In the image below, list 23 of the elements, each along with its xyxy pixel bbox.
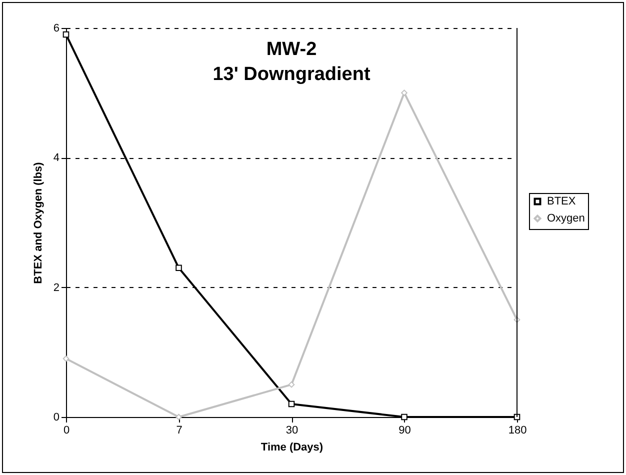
point [401, 90, 408, 96]
text: 13' Downgradient [212, 64, 371, 85]
text: MW-2 [266, 39, 317, 60]
x-tick-label: 0 [63, 424, 70, 436]
y-tick-label: 4 [53, 152, 60, 164]
y-axis-title: BTEX and Oxygen (lbs) [32, 162, 44, 284]
x-tick-label: 90 [398, 424, 411, 436]
y-tick-label: 0 [53, 412, 60, 424]
x-tick-label: 180 [508, 424, 527, 436]
point [176, 414, 182, 420]
point [62, 356, 70, 362]
y-tick-label: 2 [53, 282, 60, 294]
x-tick-label: 30 [286, 424, 298, 436]
point [62, 31, 70, 38]
y-tick-label: 6 [53, 22, 60, 34]
point [288, 381, 295, 388]
legend-label: BTEX [547, 196, 576, 208]
x-tick-label: 7 [176, 424, 182, 436]
point [401, 414, 408, 420]
point [176, 264, 182, 272]
legend-label: Oxygen [547, 212, 585, 224]
x-axis-title: Time (Days) [260, 442, 324, 454]
point [288, 400, 295, 408]
